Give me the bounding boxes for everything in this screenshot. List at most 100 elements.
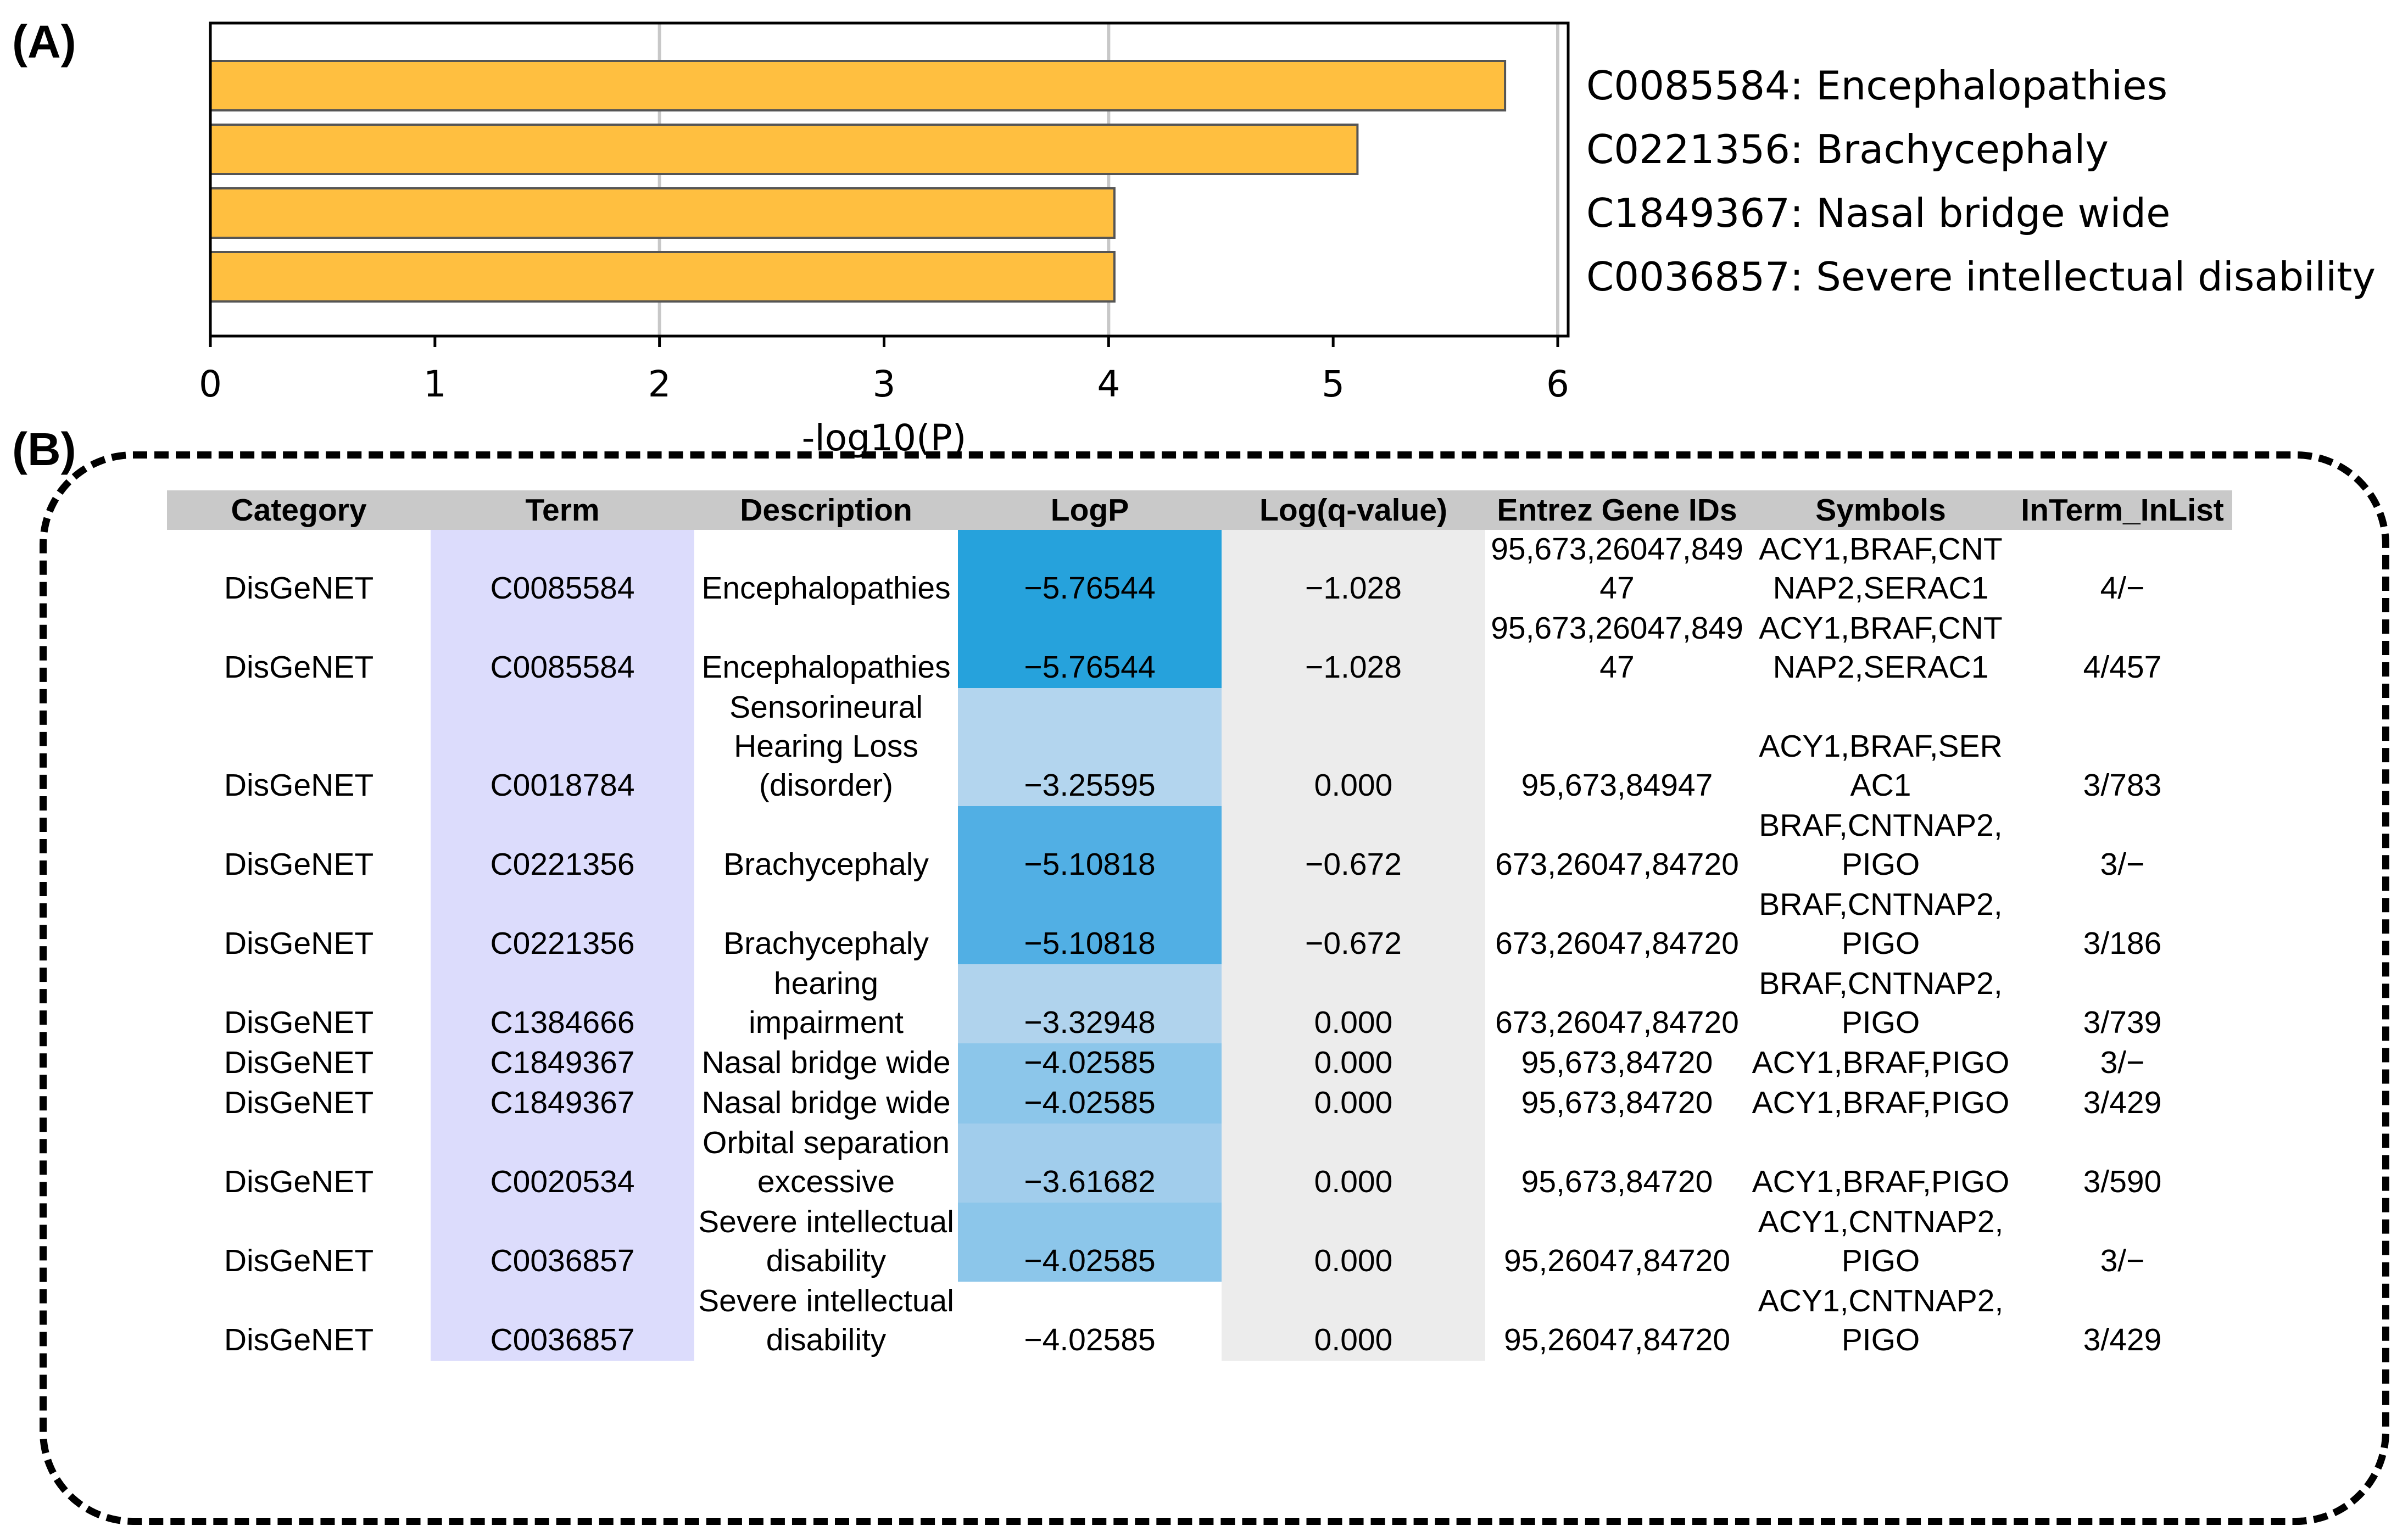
table-row: DisGeNET C0036857 Severe intellectual disa… [167,1203,2232,1282]
cell-entrez-gene-ids: 673,26047,84720 [1495,1005,1739,1040]
cell-symbols: ACY1,BRAF,PIGO [1752,1085,2010,1120]
cell-entrez-gene-ids: 95,673,26047,84947 [1491,532,1743,606]
cell-entrez-gene-ids: 673,26047,84720 [1495,847,1739,882]
plot-frame [209,21,1570,338]
cell-category: DisGeNET [224,1164,374,1199]
table-row: DisGeNET C0018784 Sensorineural Hearing Lo… [167,688,2232,806]
cell-interm-inlist: 3/429 [2083,1085,2162,1120]
cell-entrez-gene-ids: 95,673,84947 [1521,768,1713,803]
cell-logp: −5.76544 [958,530,1222,609]
cell-symbols: ACY1,BRAF,SERAC1 [1759,729,2003,803]
cell-category: DisGeNET [224,1322,374,1357]
enrichment-results-table: Category Term Description LogP Log(q-val… [167,490,2232,1361]
cell-category: DisGeNET [224,1243,374,1278]
cell-description: Severe intellectual disability [698,1204,954,1278]
header-entrez-gene-ids: Entrez Gene IDs [1485,490,1749,530]
cell-category: DisGeNET [224,1085,374,1120]
cell-entrez-gene-ids: 95,673,84720 [1521,1045,1713,1080]
table-row: DisGeNET C0020534 Orbital separation exces… [167,1124,2232,1203]
cell-symbols: BRAF,CNTNAP2,PIGO [1759,808,2003,882]
cell-symbols: ACY1,BRAF,PIGO [1752,1045,2010,1080]
table-dashed-frame [40,451,2389,1525]
cell-entrez-gene-ids: 95,26047,84720 [1503,1243,1731,1278]
x-tick-label-3: 3 [873,363,896,405]
cell-logp: −4.02585 [958,1203,1222,1282]
table-header-row: Category Term Description LogP Log(q-val… [167,490,2232,530]
cell-logp: −4.02585 [958,1282,1222,1361]
cell-interm-inlist: 4/− [2100,571,2145,606]
cell-description: Nasal bridge wide [701,1045,951,1080]
cell-log-q-value: −0.672 [1222,885,1485,964]
cell-logp: −3.25595 [958,688,1222,806]
cell-entrez-gene-ids: 673,26047,84720 [1495,926,1739,961]
cell-logp: −4.02585 [958,1083,1222,1124]
cell-description: Brachycephaly [723,926,929,961]
table-row: DisGeNET C1384666 hearing impairment −3.329… [167,964,2232,1043]
table-row: DisGeNET C0085584 Encephalopathies −5.76544… [167,609,2232,688]
cell-log-q-value: 0.000 [1222,688,1485,806]
cell-entrez-gene-ids: 95,673,84720 [1521,1085,1713,1120]
cell-interm-inlist: 3/− [2100,847,2145,882]
cell-symbols: BRAF,CNTNAP2,PIGO [1759,887,2003,961]
cell-description: hearing impairment [749,966,904,1040]
enrichment-bar-chart: 0 1 2 3 4 5 6 C0085584: Encephalopathies C02213… [199,21,2376,459]
cell-description: Brachycephaly [723,847,929,882]
cell-category: DisGeNET [224,1005,374,1040]
bar-4 [209,251,1116,303]
cell-symbols: ACY1,BRAF,CNTNAP2,SERAC1 [1759,611,2003,685]
cell-term: C0221356 [431,806,694,885]
cell-log-q-value: 0.000 [1222,1124,1485,1203]
header-term: Term [431,490,694,530]
cell-symbols: ACY1,BRAF,CNTNAP2,SERAC1 [1759,532,2003,606]
chart-bars [209,60,1507,303]
cell-logp: −5.76544 [958,609,1222,688]
bar-label-3: C1849367: Nasal bridge wide [1586,190,2170,236]
cell-term: C0085584 [431,530,694,609]
cell-interm-inlist: 3/590 [2083,1164,2162,1199]
header-log-q-value: Log(q-value) [1222,490,1485,530]
x-axis: 0 1 2 3 4 5 6 [199,336,1569,405]
header-interm-inlist: InTerm_InList [2013,490,2232,530]
cell-term: C0221356 [431,885,694,964]
cell-log-q-value: 0.000 [1222,1083,1485,1124]
cell-log-q-value: −1.028 [1222,530,1485,609]
cell-log-q-value: −0.672 [1222,806,1485,885]
cell-logp: −3.32948 [958,964,1222,1043]
cell-term: C0085584 [431,609,694,688]
cell-interm-inlist: 3/− [2100,1243,2145,1278]
cell-log-q-value: 0.000 [1222,1282,1485,1361]
cell-category: DisGeNET [224,926,374,961]
cell-description: Encephalopathies [701,650,951,685]
cell-symbols: ACY1,CNTNAP2,PIGO [1758,1283,2004,1357]
cell-category: DisGeNET [224,768,374,803]
cell-entrez-gene-ids: 95,26047,84720 [1503,1322,1731,1357]
cell-description: Nasal bridge wide [701,1085,951,1120]
panel-b-label: (B) [12,423,76,475]
x-tick-label-6: 6 [1546,363,1569,405]
cell-logp: −5.10818 [958,885,1222,964]
header-category: Category [167,490,431,530]
cell-logp: −3.61682 [958,1124,1222,1203]
cell-term: C1849367 [431,1083,694,1124]
cell-interm-inlist: 3/429 [2083,1322,2162,1357]
bar-1 [209,60,1507,111]
table-row: DisGeNET C0221356 Brachycephaly −5.10818 −0.… [167,885,2232,964]
cell-entrez-gene-ids: 95,673,26047,84947 [1491,611,1743,685]
cell-interm-inlist: 3/783 [2083,768,2162,803]
cell-log-q-value: 0.000 [1222,1203,1485,1282]
cell-term: C1849367 [431,1043,694,1083]
cell-log-q-value: 0.000 [1222,964,1485,1043]
cell-interm-inlist: 3/186 [2083,926,2162,961]
table-row: DisGeNET C0085584 Encephalopathies −5.76544… [167,530,2232,609]
bar-labels: C0085584: Encephalopathies C0221356: Brac… [1586,63,2376,300]
cell-term: C1384666 [431,964,694,1043]
cell-description: Encephalopathies [701,571,951,606]
cell-category: DisGeNET [224,650,374,685]
header-symbols: Symbols [1749,490,2013,530]
header-logp: LogP [958,490,1222,530]
x-tick-label-5: 5 [1322,363,1345,405]
x-tick-label-2: 2 [648,363,671,405]
cell-category: DisGeNET [224,571,374,606]
cell-description: Severe intellectual disability [698,1283,954,1357]
table-row: DisGeNET C0221356 Brachycephaly −5.10818 −0.… [167,806,2232,885]
